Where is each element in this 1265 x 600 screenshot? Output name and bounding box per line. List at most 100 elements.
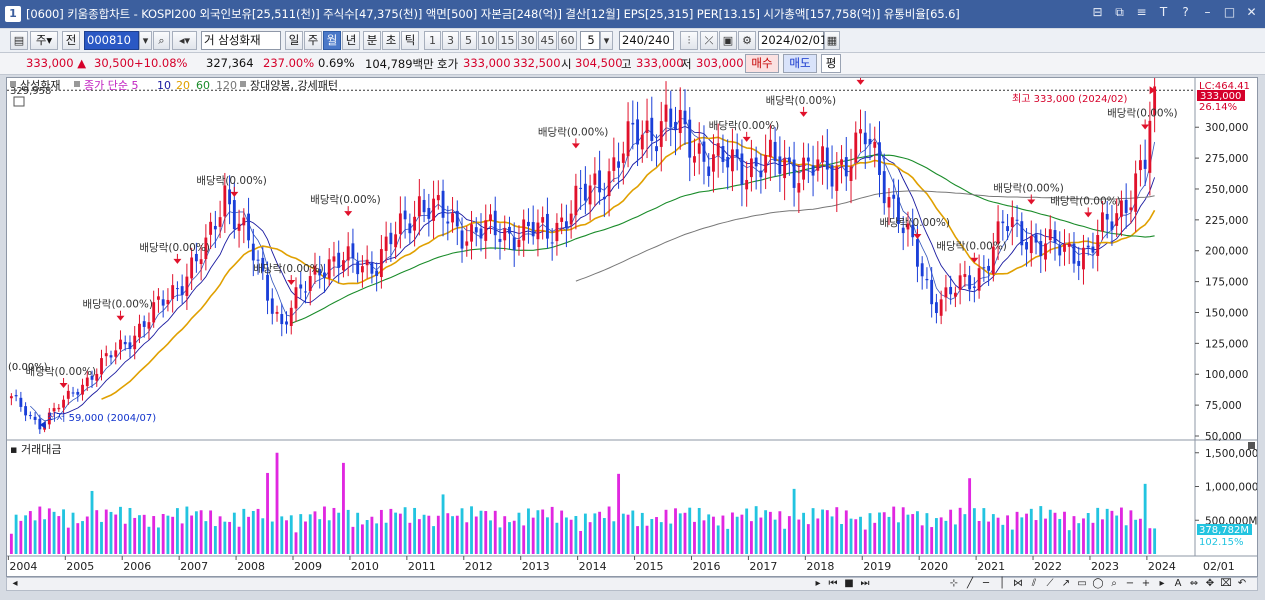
restore-small-icon[interactable]: ⧉	[1115, 5, 1124, 19]
interval-45-button[interactable]: 45	[538, 31, 557, 50]
chart-area[interactable]: 배당락(0.00%) 배당락(0.00%) 배당락(0.00%) 배당락(0.00%)…	[6, 63, 1265, 577]
candle-body	[313, 265, 317, 275]
scroll-right-icon[interactable]: ▸	[815, 578, 821, 589]
buy-button[interactable]: 매수	[745, 54, 779, 73]
period-month-button[interactable]: 월	[323, 31, 341, 50]
zoom-in-icon[interactable]: +	[1141, 578, 1151, 589]
mode-select-stock[interactable]: 주▾	[30, 31, 58, 50]
period-day-button[interactable]: 일	[285, 31, 303, 50]
candle-body	[1001, 221, 1005, 224]
zoom-out-icon[interactable]: −	[1125, 578, 1135, 589]
interval-input[interactable]: 5	[580, 31, 600, 50]
stock-code-input[interactable]: 000810	[84, 31, 139, 50]
period-minute-button[interactable]: 분	[363, 31, 381, 50]
stop-icon[interactable]: ■	[844, 578, 854, 589]
hline-icon[interactable]: ─	[982, 578, 990, 589]
settings-icon[interactable]: ≡	[1136, 5, 1147, 19]
interval-15-button[interactable]: 15	[498, 31, 517, 50]
candle-body	[740, 153, 744, 185]
zoom-icon[interactable]: ⌕	[1111, 578, 1117, 589]
volume-bar	[308, 514, 312, 554]
period-second-button[interactable]: 초	[382, 31, 400, 50]
candle-body	[9, 396, 13, 399]
flat-button[interactable]: 평	[821, 54, 841, 73]
interval-60-button[interactable]: 60	[558, 31, 577, 50]
candle-body	[1020, 221, 1024, 246]
candle-body	[1101, 212, 1104, 232]
rect-icon[interactable]: ▭	[1077, 578, 1087, 589]
sound-icon[interactable]: ◂▾	[172, 31, 197, 50]
mode-all-button[interactable]: 전	[62, 31, 80, 50]
interval-10-button[interactable]: 10	[478, 31, 497, 50]
text-tool-icon[interactable]: A	[1174, 578, 1182, 589]
trendline-icon[interactable]: ╱	[966, 578, 974, 589]
candle-body	[873, 141, 877, 148]
candle-body	[436, 195, 440, 201]
fibo-icon[interactable]: ⋈	[1013, 578, 1023, 589]
pin-icon[interactable]: ⊟	[1092, 5, 1103, 19]
indicator-icon[interactable]: ⤫	[700, 31, 718, 50]
volume-bar	[432, 526, 435, 554]
fast-forward-icon[interactable]: ⏭	[860, 578, 870, 589]
volume-bar	[759, 517, 763, 554]
candle-body	[1010, 217, 1014, 228]
candle-body	[991, 246, 995, 275]
sell-button[interactable]: 매도	[783, 54, 817, 73]
period-tick-button[interactable]: 틱	[401, 31, 419, 50]
volume-bar	[991, 514, 995, 554]
legend-stock-name: 삼성화재	[20, 79, 60, 92]
volume-bar	[968, 478, 972, 554]
candle-body	[384, 236, 388, 251]
volume-panel-close-icon[interactable]	[1248, 442, 1255, 449]
dividend-arrow-icon	[1141, 124, 1150, 130]
save-icon[interactable]: ▣	[719, 31, 737, 50]
chart-type-icon[interactable]: ⫶	[680, 31, 698, 50]
bar-count-field[interactable]: 240/240	[619, 31, 674, 50]
ellipse-icon[interactable]: ◯	[1092, 578, 1104, 589]
interval-5-button[interactable]: 5	[460, 31, 477, 50]
scroll-end-icon[interactable]: ▸	[1159, 578, 1165, 589]
date-input[interactable]: 2024/02/01	[758, 31, 827, 50]
volume-bar	[38, 506, 42, 554]
undo-icon[interactable]: ↶	[1237, 578, 1247, 589]
fit-icon[interactable]: ⇔	[1189, 578, 1199, 589]
close-icon[interactable]: ✕	[1246, 5, 1257, 19]
period-year-button[interactable]: 년	[342, 31, 360, 50]
interval-30-button[interactable]: 30	[518, 31, 537, 50]
text-size-icon[interactable]: T	[1159, 5, 1168, 19]
candle-body	[332, 256, 336, 262]
volume-bar	[109, 511, 113, 554]
grid-toggle-icon[interactable]	[13, 96, 25, 107]
vline-icon[interactable]: │	[998, 578, 1006, 589]
interval-3-button[interactable]: 3	[442, 31, 459, 50]
gear-icon[interactable]: ⚙	[738, 31, 756, 50]
calendar-icon[interactable]: ▦	[824, 31, 840, 50]
crosshair-icon[interactable]: ⊹	[949, 578, 959, 589]
arrow-icon[interactable]: ↗	[1061, 578, 1071, 589]
legend-ma10: 10	[157, 79, 171, 92]
legend-ma5: 종가 단순 5	[84, 79, 138, 92]
pan-icon[interactable]: ✥	[1205, 578, 1215, 589]
year-tick-label: 2011	[408, 560, 436, 573]
stock-name-field[interactable]: 거 삼성화재	[201, 31, 281, 50]
code-dropdown-icon[interactable]: ▾	[139, 31, 152, 50]
candle-body	[806, 157, 810, 162]
volume-bar	[816, 518, 820, 554]
search-icon[interactable]: ⌕	[153, 31, 170, 50]
help-icon[interactable]: ?	[1182, 5, 1189, 19]
channel-icon[interactable]: ⫽	[1031, 578, 1037, 589]
period-week-button[interactable]: 주	[304, 31, 322, 50]
interval-dropdown-icon[interactable]: ▾	[600, 31, 613, 50]
volume-bar	[427, 515, 431, 554]
chart-scrollbar[interactable]: ◂ ▸ ⏮ ■ ⏭ ⊹ ╱ ─ │ ⋈ ⫽ ⟋ ↗ ▭ ◯ ⌕ − + ▸ A …	[6, 577, 1258, 591]
maximize-icon[interactable]: □	[1223, 5, 1236, 19]
layout-icon[interactable]: ▤	[10, 31, 28, 50]
chart-svg[interactable]: 배당락(0.00%)배당락(0.00%)배당락(0.00%)배당락(0.00%)…	[7, 63, 1265, 576]
gann-icon[interactable]: ⟋	[1046, 578, 1054, 589]
trash-icon[interactable]: ⌧	[1220, 578, 1232, 589]
scroll-left-icon[interactable]: ◂	[12, 578, 18, 589]
rewind-icon[interactable]: ⏮	[828, 578, 838, 589]
minimize-icon[interactable]: –	[1204, 5, 1211, 19]
interval-1-button[interactable]: 1	[424, 31, 441, 50]
bar-count: 240	[622, 33, 644, 47]
